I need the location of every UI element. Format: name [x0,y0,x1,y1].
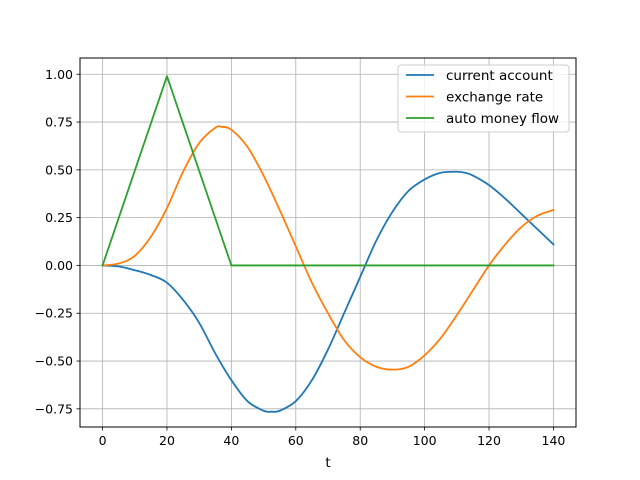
x-tick-label: 40 [223,433,239,448]
y-tick-label: 0.25 [45,210,73,225]
y-tick-label: 0.75 [45,115,73,130]
legend: current account exchange rate auto money f… [397,64,570,133]
x-tick-label: 0 [99,433,107,448]
y-tick-label: 0.50 [45,162,73,177]
x-tick-label: 60 [288,433,304,448]
y-tick-label: −0.75 [35,401,73,416]
legend-box [397,64,570,133]
y-tick-label: −0.25 [35,306,73,321]
legend-label-exchange-rate: exchange rate [446,90,543,106]
series-line-auto-money-flow [101,75,555,267]
x-axis-label: t [325,455,330,471]
x-tick-label: 140 [542,433,566,448]
legend-label-current-account: current account [446,68,553,84]
x-tick-label: 20 [159,433,175,448]
x-tick-label: 120 [477,433,501,448]
series-line-exchange-rate [101,125,555,371]
legend-label-auto-money-flow: auto money flow [446,111,559,127]
y-tick-label: −0.50 [35,354,73,369]
plot-frame [79,57,577,428]
x-tick-label: 80 [352,433,368,448]
series-line-current-account [101,170,555,413]
ticks: 0 20 40 60 80 100 120 140 −0.75 −0.50 −0.25 0.00 0.2… [35,67,566,448]
x-tick-label: 100 [413,433,437,448]
y-tick-label: 0.00 [45,258,73,273]
series-group [101,75,555,413]
y-tick-label: 1.00 [45,67,73,82]
